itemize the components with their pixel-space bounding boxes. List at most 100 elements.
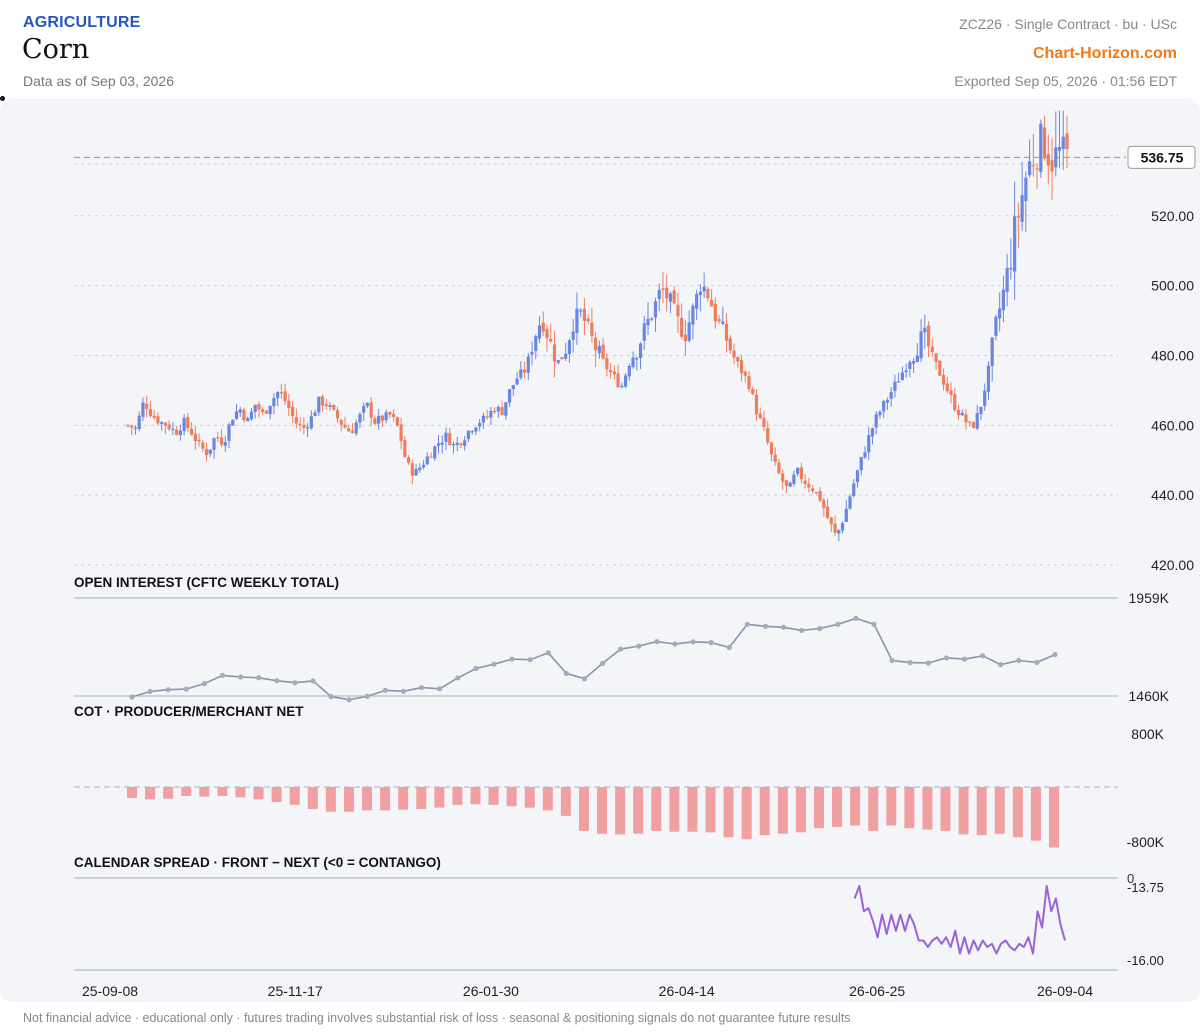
candle-body [680,318,684,337]
chart-panel [0,99,1200,1002]
candle-body [365,402,370,407]
cot-bar [542,787,553,811]
candle-body [343,424,347,428]
candle-body [466,430,471,440]
cot-bar [217,787,228,796]
candle-body [784,480,789,486]
candle-body [1035,168,1039,170]
candle-body [335,410,340,419]
candle-body [926,325,931,347]
oi-point [835,621,841,627]
candle-body [897,381,901,383]
cot-bar [470,787,481,805]
candle-body [261,409,265,412]
candle-body [567,340,572,355]
candle-body [792,474,796,484]
candle-body [900,372,904,380]
cot-bar [994,787,1005,834]
candle-body [837,530,841,534]
oi-point [871,621,877,627]
oi-point [400,688,407,694]
candle-body [178,430,182,435]
oi-point [310,678,316,684]
candle-body [1061,136,1065,150]
candle-body [537,325,542,339]
oi-point [907,660,913,666]
cot-bar [976,787,987,836]
oi-point [618,646,624,652]
candle-body [803,480,807,484]
oi-point [437,686,443,692]
oi-point [364,693,370,700]
oi-point [418,684,425,691]
price-tick-label: 500.00 [1151,278,1194,294]
candle-body [867,435,871,453]
brand-link[interactable]: Chart-Horizon.com [1033,45,1177,62]
spread-zero-label: 0 [1127,871,1134,886]
cot-bar [615,787,626,835]
candle-body [870,428,875,437]
oi-point [129,694,135,700]
oi-point [165,687,171,693]
candle-body [579,310,583,312]
candle-body [683,334,688,342]
cot-bar [488,787,499,805]
candle-body [496,407,500,412]
candle-body [137,415,141,429]
candle-body [620,385,624,388]
oi-point [292,680,298,686]
candle-body [840,523,845,531]
candle-body [1046,154,1050,166]
candle-body [743,371,747,376]
candle-body [552,344,557,362]
candle-body [474,427,478,432]
candle-body [882,401,886,412]
oi-point [853,615,859,622]
cot-bar [832,787,843,827]
candle-body [758,413,762,419]
oi-tick-label: 1460K [1129,688,1170,704]
candle-body [197,439,201,442]
candle-body [156,416,160,424]
candle-body [163,422,168,426]
candle-body [1020,195,1024,222]
cot-bar [633,787,644,834]
candle-body [324,404,328,406]
candle-body [425,456,429,465]
cot-bar [850,787,861,826]
oi-point [455,675,461,681]
candle-body [160,422,164,424]
cot-bar [289,787,300,805]
candle-body [530,351,534,355]
price-tick-label: 520.00 [1151,208,1194,224]
grid-lines [74,156,1126,971]
oi-point [708,639,714,646]
candle-body [979,406,983,415]
candle-body [380,415,384,421]
candle-body [212,438,216,450]
candle-body [807,483,811,488]
candle-body [829,517,833,525]
cot-bar [886,787,897,826]
candle-body [141,402,145,417]
spread-tick-label: -16.00 [1127,953,1164,968]
oi-point [1034,659,1040,666]
axis-labels: OPEN INTEREST (CFTC WEEKLY TOTAL) COT · … [74,145,1196,999]
oi-point [147,688,153,695]
cot-bar [199,787,210,797]
oi-point [527,657,533,663]
candle-body [739,360,744,374]
candle-body [489,410,493,418]
oi-point [672,641,678,647]
candle-body [653,301,658,318]
oi-point [762,623,769,629]
candle-body [672,290,676,304]
candle-body [253,404,257,412]
candle-body [941,374,946,385]
candle-body [687,322,691,341]
last-price-label: 536.75 [1141,149,1184,165]
candle-body [724,323,729,341]
candle-body [983,390,987,406]
candle-body [1050,160,1054,172]
